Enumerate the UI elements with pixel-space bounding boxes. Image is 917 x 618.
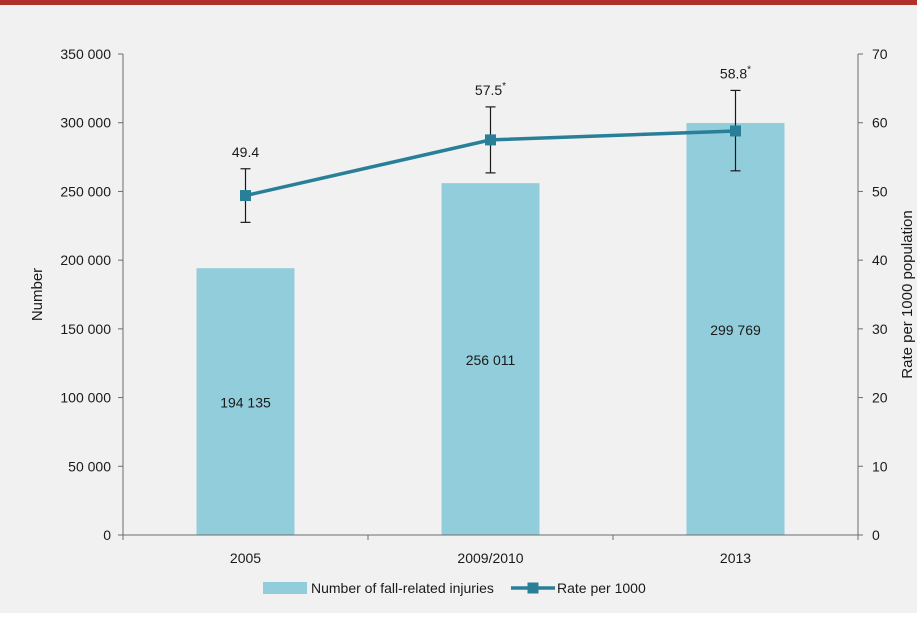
left-tick-label-2: 100 000 bbox=[60, 390, 111, 406]
legend-swatch-marker bbox=[527, 582, 539, 594]
left-tick-label-5: 250 000 bbox=[60, 183, 111, 199]
rate-marker-2 bbox=[730, 125, 741, 137]
bar-data-label-1: 256 011 bbox=[466, 352, 516, 368]
bar-data-label-2: 299 769 bbox=[710, 322, 761, 338]
rate-value-2: 58.8 bbox=[720, 65, 747, 81]
legend-label-bars: Number of fall-related injuries bbox=[311, 580, 494, 596]
bar-0 bbox=[196, 268, 295, 535]
bar-data-label-0: 194 135 bbox=[220, 395, 271, 411]
rate-marker-1 bbox=[485, 134, 496, 146]
left-tick-label-4: 200 000 bbox=[60, 252, 111, 268]
rate-value-0: 49.4 bbox=[232, 144, 259, 160]
rate-line-group: 49.457.5*58.8* bbox=[232, 64, 751, 223]
left-tick-label-3: 150 000 bbox=[60, 321, 111, 337]
rate-data-label-0: 49.4 bbox=[232, 144, 259, 160]
right-tick-label-2: 20 bbox=[872, 390, 888, 406]
right-axis-title: Rate per 1000 population bbox=[899, 210, 916, 378]
right-tick-label-1: 10 bbox=[872, 458, 888, 474]
left-tick-label-1: 50 000 bbox=[68, 458, 111, 474]
bar-1 bbox=[441, 183, 540, 536]
legend-label-line: Rate per 1000 bbox=[557, 580, 646, 596]
x-tick-label-1: 2009/2010 bbox=[457, 550, 523, 566]
x-tick-label-0: 2005 bbox=[230, 550, 261, 566]
rate-data-label-2: 58.8* bbox=[720, 64, 751, 81]
bar-labels-group: 194 135 256 011 299 769 bbox=[220, 322, 761, 411]
x-tick-label-2: 2013 bbox=[720, 550, 751, 566]
right-tick-label-0: 0 bbox=[872, 527, 880, 543]
rate-value-1: 57.5 bbox=[475, 82, 502, 98]
right-tick-label-7: 70 bbox=[872, 46, 888, 62]
right-tick-label-3: 30 bbox=[872, 321, 888, 337]
right-tick-label-4: 40 bbox=[872, 252, 888, 268]
left-tick-label-0: 0 bbox=[103, 527, 111, 543]
legend: Number of fall-related injuries Rate per … bbox=[263, 580, 646, 596]
left-axis-title: Number bbox=[29, 268, 46, 321]
axes-group: 0 50 000 100 000 150 000 200 000 250 000 300 0… bbox=[29, 46, 916, 566]
right-tick-label-5: 50 bbox=[872, 183, 888, 199]
significance-marker-1: * bbox=[502, 81, 506, 92]
rate-data-label-1: 57.5* bbox=[475, 81, 506, 98]
left-tick-label-6: 300 000 bbox=[60, 115, 111, 131]
left-tick-label-7: 350 000 bbox=[60, 46, 111, 62]
legend-swatch-bars bbox=[263, 582, 307, 594]
right-tick-label-6: 60 bbox=[872, 115, 888, 131]
bars-group bbox=[196, 123, 785, 536]
chart-svg: 194 135 256 011 299 769 0 50 000 100 000 150 … bbox=[29, 46, 916, 596]
significance-marker-2: * bbox=[747, 64, 751, 75]
rate-marker-0 bbox=[240, 190, 251, 202]
bar-2 bbox=[686, 123, 785, 536]
